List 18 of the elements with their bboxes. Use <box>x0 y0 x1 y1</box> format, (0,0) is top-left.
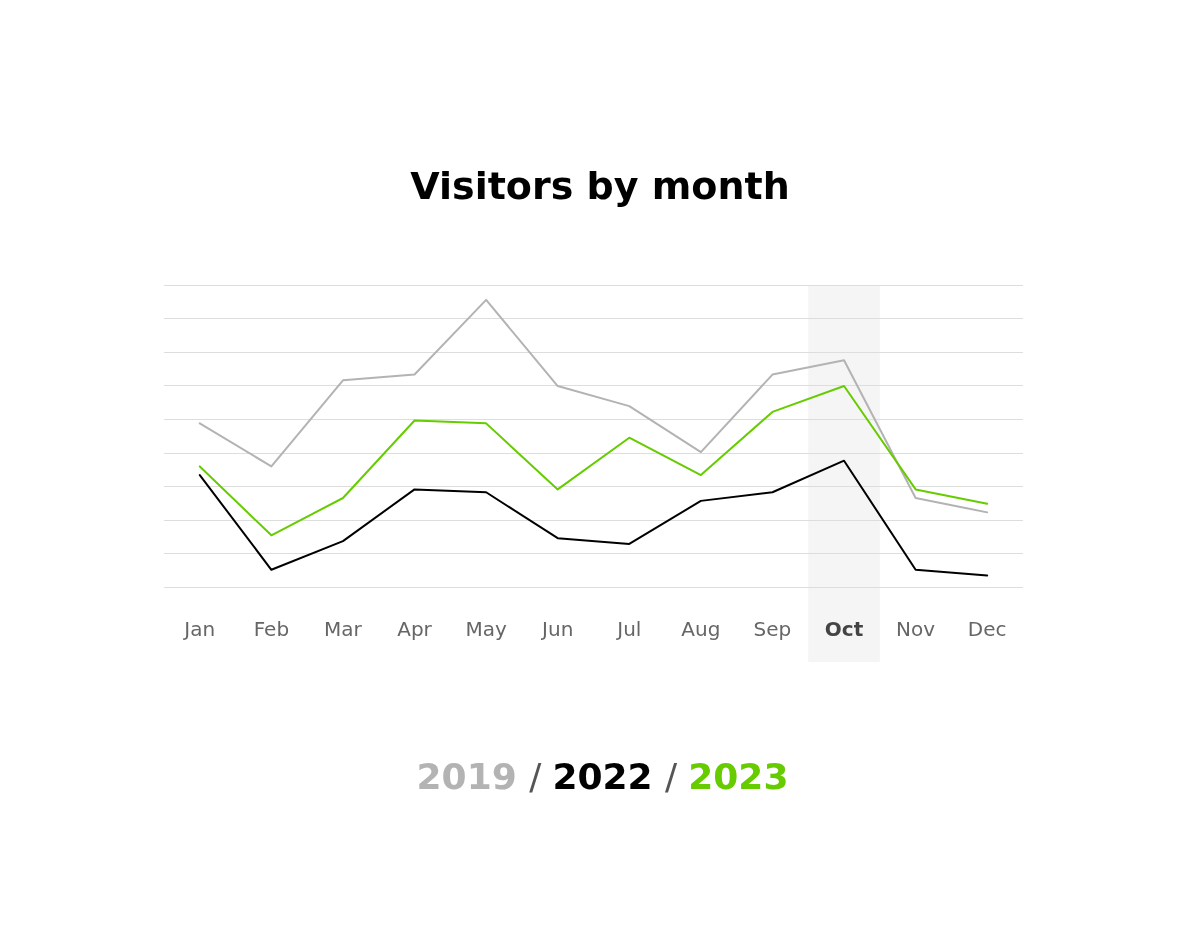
text: / <box>529 755 543 797</box>
text: 2019 <box>416 755 530 797</box>
x-tick-label: Jul <box>615 617 642 641</box>
x-tick-label: May <box>465 617 507 641</box>
x-tick-label: Feb <box>253 617 290 641</box>
x-tick-label: Mar <box>324 617 363 641</box>
x-tick-label: Apr <box>397 617 433 641</box>
text: 2022 <box>552 755 666 797</box>
text: / <box>665 755 679 797</box>
x-tick-label: Nov <box>896 617 936 641</box>
chart-title: Visitors by month <box>410 164 790 208</box>
x-tick-label: Oct <box>824 617 864 641</box>
x-tick-label: Jun <box>540 617 574 641</box>
x-tick-label: Aug <box>681 617 721 641</box>
x-tick-label: Dec <box>967 617 1007 641</box>
x-tick-label: Sep <box>753 617 792 641</box>
x-tick-label: Jan <box>182 617 216 641</box>
text: 2023 <box>688 755 789 797</box>
